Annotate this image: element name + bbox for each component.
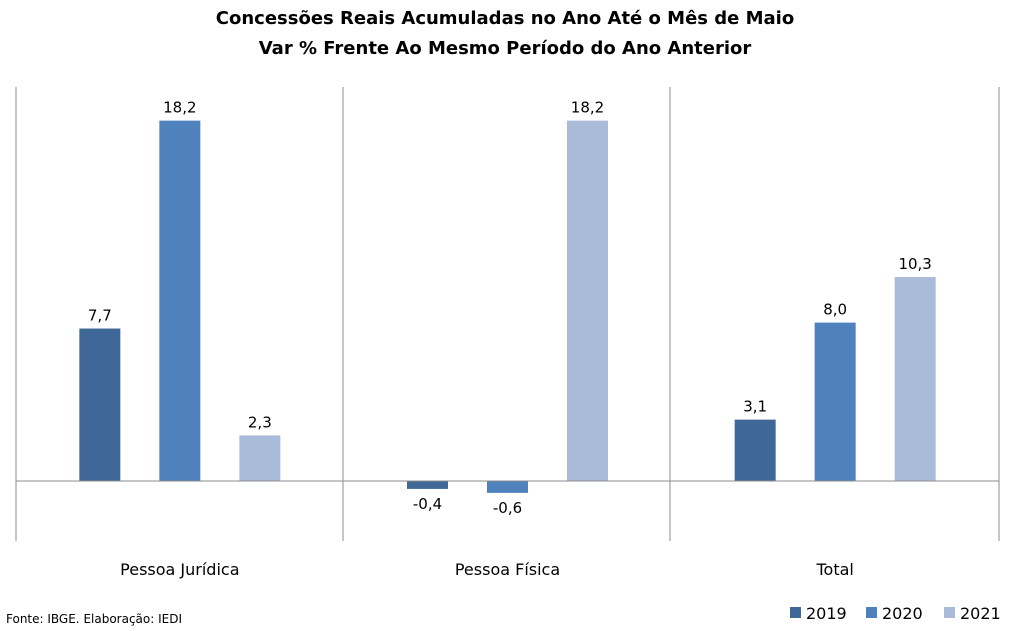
- data-label: 18,2: [571, 99, 604, 117]
- legend-label-2019: 2019: [806, 604, 847, 623]
- category-label: Pessoa Jurídica: [120, 560, 239, 579]
- chart-subtitle: Var % Frente Ao Mesmo Período do Ano Ant…: [259, 38, 752, 59]
- data-label: 2,3: [248, 413, 272, 431]
- plot-area: 7,7 18,2 2,3 -0,4 -0,6 18,2 3,1 8,0 10,3: [15, 87, 1000, 541]
- bar-2021: [894, 277, 936, 481]
- data-label: 8,0: [823, 301, 847, 319]
- data-label: -0,4: [413, 495, 442, 513]
- legend: 2019 2020 2021: [790, 604, 1001, 623]
- chart-title: Concessões Reais Acumuladas no Ano Até o…: [216, 8, 794, 29]
- source-note: Fonte: IBGE. Elaboração: IEDI: [6, 612, 182, 626]
- legend-swatch-2020: [866, 607, 877, 618]
- bar-2020: [159, 120, 201, 481]
- data-label: 3,1: [743, 398, 767, 416]
- category-label: Pessoa Física: [455, 560, 560, 579]
- data-label: 18,2: [163, 99, 196, 117]
- bar-2019: [407, 481, 448, 489]
- legend-swatch-2019: [790, 607, 801, 618]
- data-label: 7,7: [88, 307, 112, 325]
- data-label: -0,6: [493, 499, 522, 517]
- bar-2021: [239, 435, 281, 481]
- legend-label-2020: 2020: [882, 604, 923, 623]
- legend-swatch-2021: [944, 607, 955, 618]
- category-label: Total: [815, 560, 853, 579]
- data-label: 10,3: [898, 255, 931, 273]
- bar-2021: [567, 120, 608, 481]
- legend-label-2021: 2021: [960, 604, 1001, 623]
- bar-2020: [814, 322, 856, 481]
- bar-2019: [79, 328, 121, 481]
- bar-2019: [734, 419, 776, 481]
- bar-2020: [487, 481, 528, 493]
